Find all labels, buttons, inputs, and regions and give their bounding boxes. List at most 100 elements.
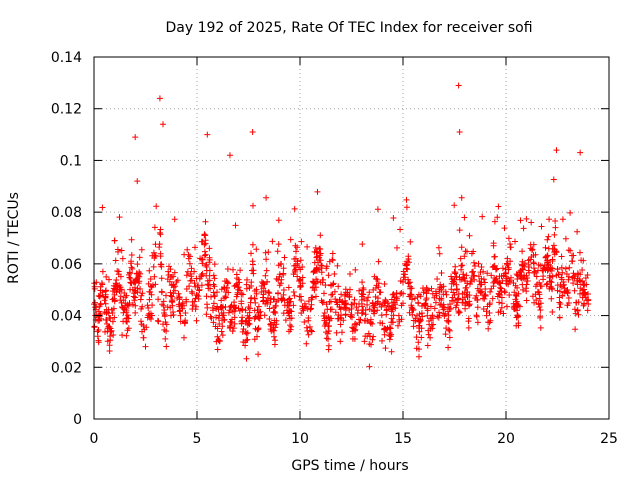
roti-point xyxy=(482,291,489,298)
roti-point xyxy=(189,302,196,309)
roti-point xyxy=(249,128,256,135)
roti-point xyxy=(432,299,439,306)
roti-point xyxy=(222,294,229,301)
roti-point xyxy=(235,286,242,293)
roti-point xyxy=(132,294,139,301)
roti-point xyxy=(583,281,590,288)
roti-point xyxy=(334,299,341,306)
roti-point-cloud-path xyxy=(91,176,592,370)
roti-point xyxy=(404,258,411,265)
roti-point xyxy=(535,289,542,296)
roti-point xyxy=(194,291,200,298)
y-tick-label: 0.12 xyxy=(51,102,82,118)
roti-point xyxy=(552,224,559,231)
roti-point xyxy=(224,266,231,273)
roti-point xyxy=(329,281,336,288)
roti-point xyxy=(268,322,275,329)
roti-point xyxy=(527,245,534,252)
roti-point xyxy=(346,291,353,298)
roti-point xyxy=(455,309,462,316)
roti-point xyxy=(156,95,163,102)
roti-point xyxy=(288,315,295,322)
roti-point xyxy=(185,255,192,262)
roti-point xyxy=(560,278,567,285)
roti-point xyxy=(490,263,497,270)
roti-point xyxy=(523,281,530,288)
x-axis-label: GPS time / hours xyxy=(291,458,408,474)
roti-point xyxy=(577,271,584,278)
roti-point xyxy=(531,268,538,275)
roti-point xyxy=(210,281,217,288)
y-tick-label: 0.02 xyxy=(51,360,82,376)
y-tick-label: 0.04 xyxy=(51,309,82,325)
roti-point xyxy=(99,281,106,288)
roti-point xyxy=(437,284,444,291)
roti-point xyxy=(134,178,141,185)
x-tick-label: 25 xyxy=(600,431,618,447)
roti-point xyxy=(342,304,349,311)
roti-point xyxy=(95,317,102,324)
x-tick-labels: 0 5 10 15 20 25 xyxy=(90,431,618,447)
roti-point xyxy=(128,258,135,265)
roti-point xyxy=(154,317,161,324)
roti-point xyxy=(408,302,415,309)
roti-point xyxy=(272,309,279,316)
roti-point xyxy=(564,289,571,296)
roti-point xyxy=(231,302,238,309)
roti-point xyxy=(276,273,283,280)
roti-point xyxy=(226,152,233,159)
roti-point xyxy=(465,302,472,309)
roti-point xyxy=(395,312,402,319)
roti-point xyxy=(383,307,390,314)
roti-point xyxy=(264,278,271,285)
roti-point xyxy=(226,322,233,329)
roti-point xyxy=(445,317,452,324)
roti-point xyxy=(486,309,493,316)
roti-point xyxy=(259,294,266,301)
y-tick-label: 0.14 xyxy=(51,50,82,66)
roti-point xyxy=(280,291,287,298)
roti-point xyxy=(92,299,99,306)
roti-point xyxy=(239,317,246,324)
roti-point xyxy=(325,322,332,329)
roti-point xyxy=(553,147,560,154)
roti-point xyxy=(136,273,143,280)
y-tick-label: 0.1 xyxy=(60,153,82,169)
roti-point xyxy=(391,294,398,301)
roti-point xyxy=(111,291,118,298)
roti-point xyxy=(115,271,122,278)
roti-point xyxy=(371,302,378,309)
roti-point xyxy=(202,232,209,239)
roti-point xyxy=(152,253,159,260)
roti-point xyxy=(198,273,205,280)
roti-point xyxy=(354,309,361,316)
y-tick-label: 0 xyxy=(73,412,82,428)
roti-point xyxy=(474,297,481,304)
x-tick-label: 0 xyxy=(90,431,99,447)
y-tick-labels: 0 0.02 0.04 0.06 0.08 0.1 0.12 0.14 xyxy=(51,50,82,428)
roti-point xyxy=(412,317,419,324)
x-tick-label: 20 xyxy=(497,431,515,447)
roti-point xyxy=(249,258,256,265)
roti-point xyxy=(204,304,211,311)
roti-point xyxy=(218,309,225,316)
roti-point xyxy=(455,82,462,89)
roti-point xyxy=(494,278,501,285)
roti-point xyxy=(107,325,114,332)
roti-point xyxy=(478,281,485,288)
roti-point xyxy=(206,245,213,252)
roti-point xyxy=(515,302,522,309)
roti-point xyxy=(132,134,139,141)
roti-point xyxy=(140,322,147,329)
roti-point xyxy=(540,276,547,283)
roti-point xyxy=(519,266,526,273)
roti-point xyxy=(313,266,320,273)
roti-point xyxy=(292,255,299,262)
roti-point xyxy=(297,284,303,291)
roti-point xyxy=(387,325,394,332)
roti-point xyxy=(400,278,406,285)
roti-point xyxy=(181,320,188,327)
roti-point xyxy=(284,302,291,309)
roti-point xyxy=(317,250,324,257)
